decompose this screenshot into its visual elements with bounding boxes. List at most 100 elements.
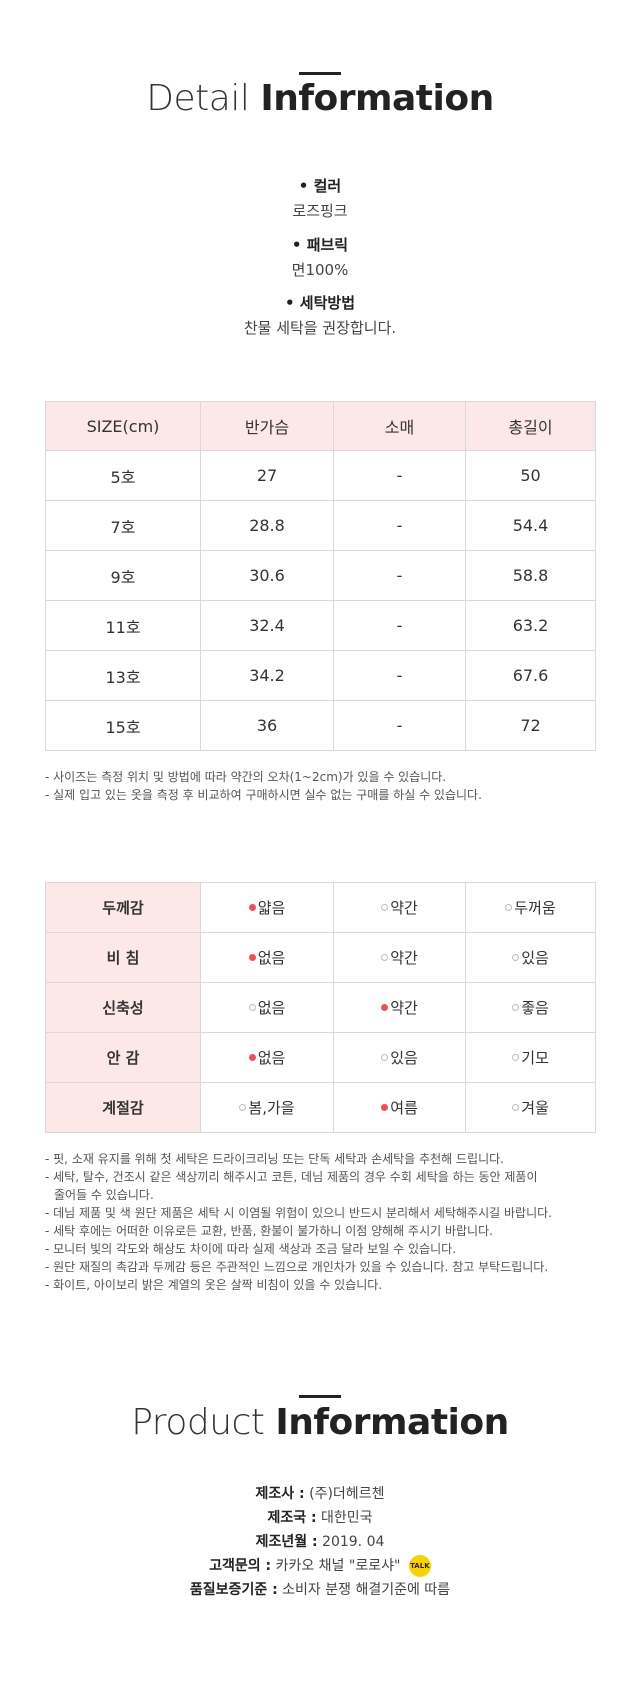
spec-label: • 세탁방법 — [284, 294, 355, 312]
sleeve-cell: - — [333, 700, 466, 751]
selected-dot-icon — [248, 954, 256, 961]
info-contact: 고객문의 : 카카오 채널 "로로샤" TALK — [0, 1554, 640, 1578]
row-label: 두께감 — [45, 882, 201, 933]
option-cell: 있음 — [465, 932, 596, 983]
header-cell: 소매 — [333, 401, 466, 451]
option-cell: 약간 — [333, 982, 466, 1033]
kakao-talk-icon[interactable]: TALK — [408, 1555, 431, 1577]
spec-fabric: • 패브릭 면100% — [0, 234, 640, 280]
table-row: 5호 27 - 50 — [45, 450, 596, 501]
size-cell: 9호 — [45, 550, 201, 601]
unselected-dot-icon — [512, 1054, 520, 1061]
option-cell: 얇음 — [200, 882, 334, 933]
option-cell: 없음 — [200, 982, 334, 1033]
length-cell: 63.2 — [465, 600, 596, 651]
table-row: 13호 34.2 - 67.6 — [45, 650, 596, 701]
feel-row-lining: 안 감 없음 있음 기모 — [45, 1032, 596, 1083]
unselected-dot-icon — [381, 1054, 389, 1061]
length-cell: 54.4 — [465, 500, 596, 551]
note-line: - 데님 제품 및 색 원단 제품은 세탁 시 이염될 위험이 있으니 반드시 … — [45, 1206, 552, 1220]
length-cell: 72 — [465, 700, 596, 751]
unselected-dot-icon — [505, 904, 513, 911]
care-notes: - 핏, 소재 유지를 위해 첫 세탁은 드라이크리닝 또는 단독 세탁과 손세… — [45, 1150, 605, 1294]
chest-cell: 30.6 — [200, 550, 334, 601]
info-warranty: 품질보증기준 : 소비자 분쟁 해결기준에 따름 — [189, 1582, 451, 1598]
feel-row-thickness: 두께감 얇음 약간 두꺼움 — [45, 882, 596, 933]
feel-row-season: 계절감 봄,가을 여름 겨울 — [45, 1082, 596, 1133]
note-line: - 세탁, 탈수, 건조시 같은 색상끼리 해주시고 코튼, 데님 제품의 경우… — [45, 1170, 538, 1184]
chest-cell: 36 — [200, 700, 334, 751]
note-line: - 세탁 후에는 어떠한 이유로든 교환, 반품, 환불이 불가하니 이점 양해… — [45, 1224, 493, 1238]
unselected-dot-icon — [248, 1004, 256, 1011]
sleeve-cell: - — [333, 500, 466, 551]
note-line: 줄어들 수 있습니다. — [54, 1188, 154, 1202]
note-line: - 사이즈는 측정 위치 및 방법에 따라 약간의 오차(1~2cm)가 있을 … — [45, 770, 447, 784]
chest-cell: 27 — [200, 450, 334, 501]
size-cell: 13호 — [45, 650, 201, 701]
info-country: 제조국 : 대한민국 — [267, 1510, 373, 1526]
option-cell: 없음 — [200, 932, 334, 983]
unselected-dot-icon — [512, 1004, 520, 1011]
row-label: 계절감 — [45, 1082, 201, 1133]
table-row: 11호 32.4 - 63.2 — [45, 600, 596, 651]
fabric-feel-table: 두께감 얇음 약간 두꺼움 비 침 없음 약간 있음 신축성 없음 약간 좋음 … — [45, 882, 596, 1133]
option-cell: 기모 — [465, 1032, 596, 1083]
size-table-header: SIZE(cm) 반가슴 소매 총길이 — [45, 401, 596, 451]
unselected-dot-icon — [381, 954, 389, 961]
feel-row-stretch: 신축성 없음 약간 좋음 — [45, 982, 596, 1033]
spec-label: • 컬러 — [298, 177, 342, 195]
sleeve-cell: - — [333, 450, 466, 501]
size-cell: 7호 — [45, 500, 201, 551]
title-divider-bar — [299, 72, 341, 75]
table-row: 9호 30.6 - 58.8 — [45, 550, 596, 601]
chest-cell: 34.2 — [200, 650, 334, 701]
option-cell: 봄,가을 — [200, 1082, 334, 1133]
unselected-dot-icon — [239, 1104, 247, 1111]
selected-dot-icon — [248, 904, 256, 911]
header-cell: 총길이 — [465, 401, 596, 451]
chest-cell: 28.8 — [200, 500, 334, 551]
sleeve-cell: - — [333, 600, 466, 651]
detail-information-title: Detail Information — [146, 78, 494, 119]
size-table: SIZE(cm) 반가슴 소매 총길이 5호 27 - 50 7호 28.8 -… — [45, 401, 596, 751]
row-label: 안 감 — [45, 1032, 201, 1083]
title-divider-bar — [299, 1395, 341, 1398]
feel-row-sheerness: 비 침 없음 약간 있음 — [45, 932, 596, 983]
option-cell: 두꺼움 — [465, 882, 596, 933]
spec-color: • 컬러 로즈핑크 — [0, 175, 640, 221]
note-line: - 원단 재질의 촉감과 두께감 등은 주관적인 느낌으로 개인차가 있을 수 … — [45, 1260, 549, 1274]
option-cell: 겨울 — [465, 1082, 596, 1133]
header-cell: 반가슴 — [200, 401, 334, 451]
size-notes: - 사이즈는 측정 위치 및 방법에 따라 약간의 오차(1~2cm)가 있을 … — [45, 768, 605, 804]
table-row: 7호 28.8 - 54.4 — [45, 500, 596, 551]
table-row: 15호 36 - 72 — [45, 700, 596, 751]
option-cell: 좋음 — [465, 982, 596, 1033]
selected-dot-icon — [381, 1104, 389, 1111]
length-cell: 67.6 — [465, 650, 596, 701]
note-line: - 실제 입고 있는 옷을 측정 후 비교하여 구매하시면 실수 없는 구매를 … — [45, 788, 482, 802]
sleeve-cell: - — [333, 550, 466, 601]
product-info-list: 제조사 : (주)더헤르첸 제조국 : 대한민국 제조년월 : 2019. 04… — [0, 1482, 640, 1602]
row-label: 신축성 — [45, 982, 201, 1033]
option-cell: 있음 — [333, 1032, 466, 1083]
header-cell: SIZE(cm) — [45, 401, 201, 451]
note-line: - 모니터 빛의 각도와 해상도 차이에 따라 실제 색상과 조금 달라 보일 … — [45, 1242, 457, 1256]
spec-label: • 패브릭 — [291, 236, 349, 254]
unselected-dot-icon — [512, 1104, 520, 1111]
unselected-dot-icon — [381, 904, 389, 911]
product-information-title: Product Information — [131, 1402, 509, 1443]
row-label: 비 침 — [45, 932, 201, 983]
option-cell: 약간 — [333, 932, 466, 983]
note-line: - 화이트, 아이보리 밝은 계열의 옷은 살짝 비침이 있을 수 있습니다. — [45, 1278, 383, 1292]
note-line: - 핏, 소재 유지를 위해 첫 세탁은 드라이크리닝 또는 단독 세탁과 손세… — [45, 1152, 504, 1166]
size-cell: 5호 — [45, 450, 201, 501]
chest-cell: 32.4 — [200, 600, 334, 651]
size-cell: 11호 — [45, 600, 201, 651]
option-cell: 없음 — [200, 1032, 334, 1083]
sleeve-cell: - — [333, 650, 466, 701]
info-date: 제조년월 : 2019. 04 — [255, 1534, 385, 1550]
option-cell: 약간 — [333, 882, 466, 933]
spec-washing: • 세탁방법 찬물 세탁을 권장합니다. — [0, 292, 640, 338]
spec-value: 면100% — [291, 261, 349, 279]
length-cell: 58.8 — [465, 550, 596, 601]
